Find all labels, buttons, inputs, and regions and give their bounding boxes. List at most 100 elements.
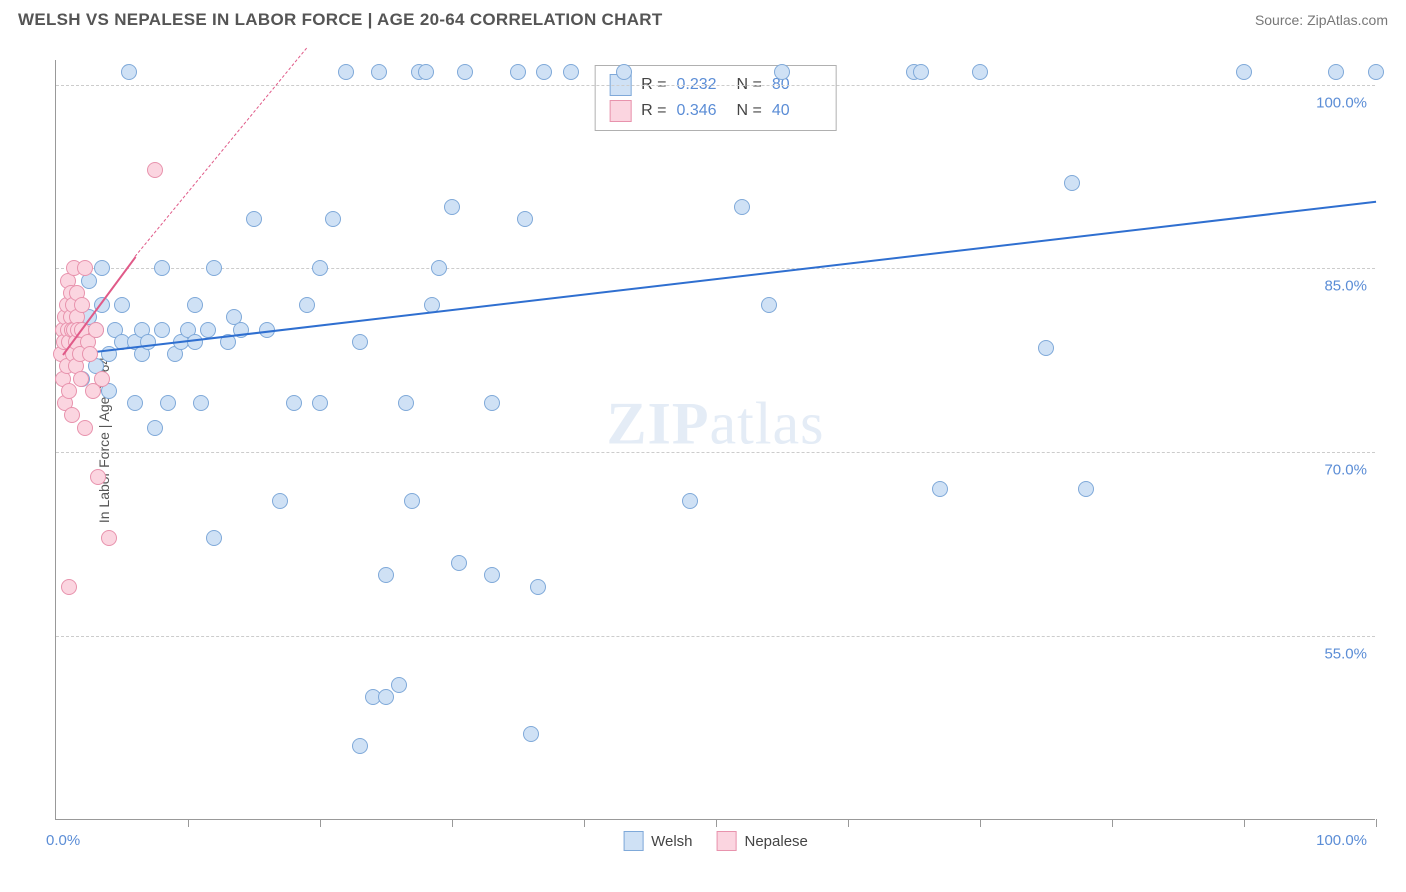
- data-point: [312, 395, 328, 411]
- data-point: [517, 211, 533, 227]
- trend-line: [135, 48, 307, 257]
- y-tick-label: 55.0%: [1324, 646, 1367, 663]
- y-tick-label: 85.0%: [1324, 278, 1367, 295]
- data-point: [74, 297, 90, 313]
- gridline: [56, 636, 1375, 637]
- data-point: [431, 260, 447, 276]
- data-point: [484, 395, 500, 411]
- x-tick: [980, 819, 981, 827]
- data-point: [913, 64, 929, 80]
- data-point: [682, 493, 698, 509]
- data-point: [352, 738, 368, 754]
- data-point: [94, 371, 110, 387]
- data-point: [510, 64, 526, 80]
- data-point: [1236, 64, 1252, 80]
- data-point: [88, 322, 104, 338]
- data-point: [972, 64, 988, 80]
- data-point: [391, 677, 407, 693]
- data-point: [1064, 175, 1080, 191]
- x-tick: [452, 819, 453, 827]
- legend: Welsh Nepalese: [623, 831, 808, 851]
- data-point: [206, 530, 222, 546]
- data-point: [246, 211, 262, 227]
- y-tick-label: 70.0%: [1324, 462, 1367, 479]
- data-point: [61, 383, 77, 399]
- data-point: [121, 64, 137, 80]
- data-point: [451, 555, 467, 571]
- legend-swatch: [717, 831, 737, 851]
- gridline: [56, 268, 1375, 269]
- data-point: [77, 260, 93, 276]
- data-point: [94, 260, 110, 276]
- data-point: [147, 162, 163, 178]
- x-tick: [848, 819, 849, 827]
- data-point: [457, 64, 473, 80]
- data-point: [272, 493, 288, 509]
- data-point: [338, 64, 354, 80]
- data-point: [371, 64, 387, 80]
- data-point: [77, 420, 93, 436]
- data-point: [523, 726, 539, 742]
- data-point: [616, 64, 632, 80]
- data-point: [774, 64, 790, 80]
- gridline: [56, 452, 1375, 453]
- data-point: [140, 334, 156, 350]
- data-point: [563, 64, 579, 80]
- gridline: [56, 85, 1375, 86]
- stat-r-label: R =: [641, 102, 666, 120]
- x-tick: [320, 819, 321, 827]
- data-point: [325, 211, 341, 227]
- data-point: [404, 493, 420, 509]
- data-point: [398, 395, 414, 411]
- y-tick-label: 100.0%: [1316, 94, 1367, 111]
- x-axis-min-label: 0.0%: [46, 832, 80, 849]
- data-point: [114, 297, 130, 313]
- x-axis-max-label: 100.0%: [1316, 832, 1367, 849]
- stat-n-value: 40: [772, 102, 822, 120]
- source-label: Source: ZipAtlas.com: [1255, 12, 1388, 28]
- x-tick: [716, 819, 717, 827]
- stats-row: R = 0.346 N = 40: [609, 98, 822, 124]
- legend-swatch: [609, 100, 631, 122]
- data-point: [378, 567, 394, 583]
- data-point: [206, 260, 222, 276]
- data-point: [193, 395, 209, 411]
- data-point: [187, 297, 203, 313]
- data-point: [1038, 340, 1054, 356]
- legend-label: Nepalese: [745, 833, 808, 850]
- data-point: [484, 567, 500, 583]
- trend-line: [69, 201, 1376, 356]
- x-tick: [584, 819, 585, 827]
- data-point: [286, 395, 302, 411]
- data-point: [160, 395, 176, 411]
- data-point: [82, 346, 98, 362]
- legend-swatch: [623, 831, 643, 851]
- data-point: [734, 199, 750, 215]
- legend-item: Nepalese: [717, 831, 808, 851]
- data-point: [61, 579, 77, 595]
- data-point: [64, 407, 80, 423]
- data-point: [761, 297, 777, 313]
- data-point: [299, 297, 315, 313]
- stat-n-label: N =: [737, 102, 762, 120]
- chart-title: WELSH VS NEPALESE IN LABOR FORCE | AGE 2…: [18, 10, 663, 30]
- watermark: ZIPatlas: [607, 390, 825, 459]
- data-point: [1368, 64, 1384, 80]
- data-point: [530, 579, 546, 595]
- data-point: [352, 334, 368, 350]
- legend-item: Welsh: [623, 831, 692, 851]
- data-point: [418, 64, 434, 80]
- x-tick: [1376, 819, 1377, 827]
- data-point: [154, 260, 170, 276]
- data-point: [154, 322, 170, 338]
- x-tick: [1112, 819, 1113, 827]
- legend-label: Welsh: [651, 833, 692, 850]
- stat-r-value: 0.346: [677, 102, 727, 120]
- x-tick: [188, 819, 189, 827]
- data-point: [147, 420, 163, 436]
- data-point: [90, 469, 106, 485]
- data-point: [101, 530, 117, 546]
- data-point: [127, 395, 143, 411]
- data-point: [378, 689, 394, 705]
- data-point: [932, 481, 948, 497]
